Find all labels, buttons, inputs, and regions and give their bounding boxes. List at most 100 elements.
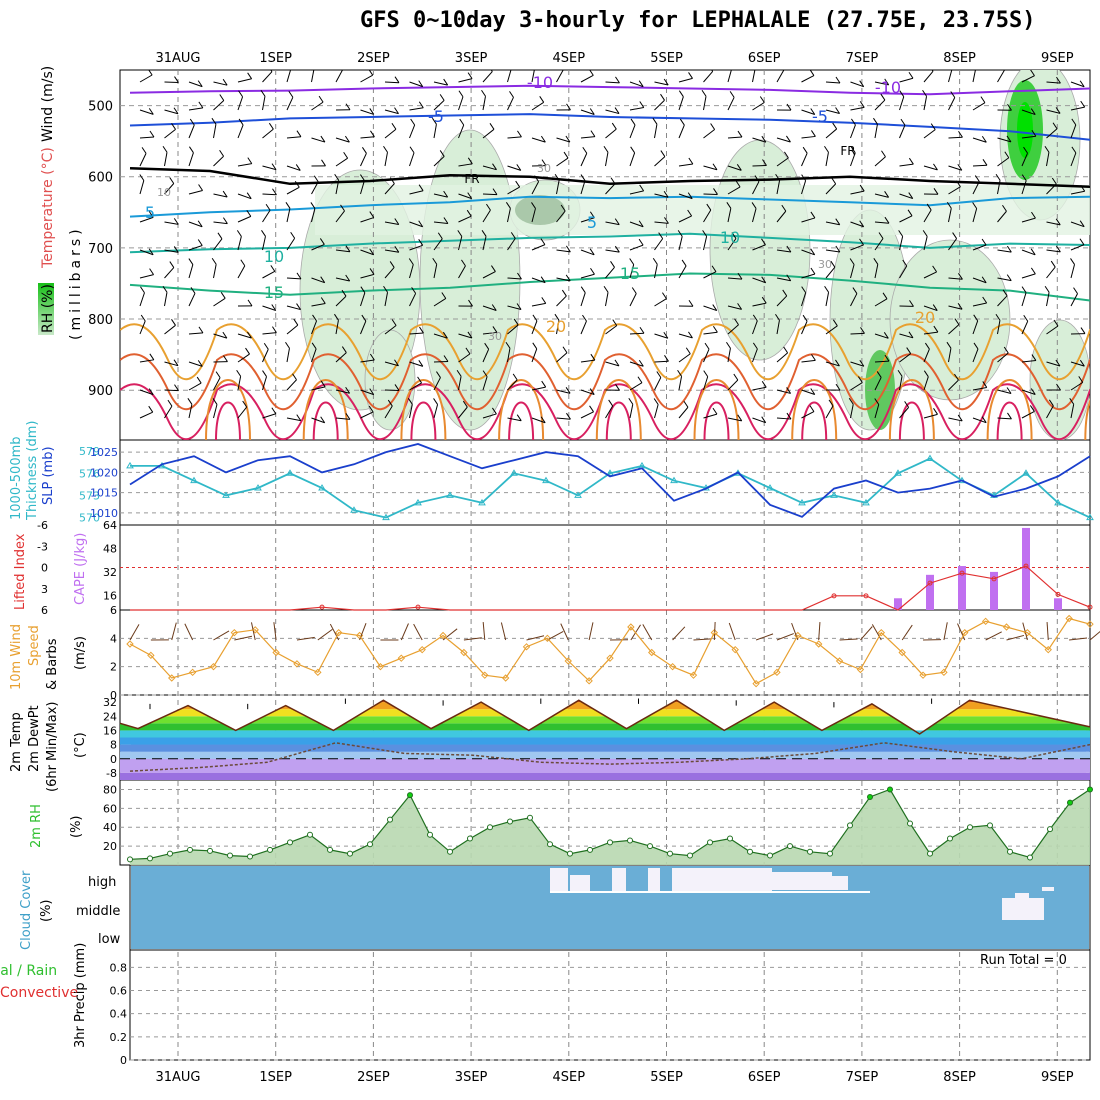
wind-barb-flag xyxy=(418,360,424,367)
wind-barb xyxy=(825,128,837,139)
wind10m-barb xyxy=(693,638,712,641)
wind-barb xyxy=(850,332,865,335)
wind-barb xyxy=(874,221,889,224)
wind-barb-flag xyxy=(222,78,228,86)
wind-barb xyxy=(1046,128,1058,139)
wind-barb-flag xyxy=(954,318,960,325)
wind-barb-flag xyxy=(370,130,375,138)
wind-barb-flag xyxy=(713,188,718,195)
li-point xyxy=(1023,563,1029,569)
cloud-block xyxy=(672,868,772,892)
wind-barb xyxy=(874,81,889,86)
wind-barb-flag xyxy=(761,380,767,388)
wind-barb-flag xyxy=(589,211,595,219)
wind-barb-flag xyxy=(505,341,511,349)
wind-barb-flag xyxy=(802,146,808,154)
wind-barb-flag xyxy=(456,369,462,377)
wind-point xyxy=(648,648,656,657)
wind-barb-flag xyxy=(140,286,145,294)
wind-barb-flag xyxy=(786,135,791,143)
isotherm-label: 10 xyxy=(264,247,284,266)
isotherm--10 xyxy=(129,84,1090,96)
wind-barb-flag xyxy=(734,318,739,326)
wind-barb-flag xyxy=(786,412,792,420)
wind-barb-flag xyxy=(211,117,217,125)
wind-barb-flag xyxy=(902,259,908,267)
wind-barb-flag xyxy=(1071,146,1077,154)
wind-barb xyxy=(139,389,154,396)
wind-barb-flag xyxy=(908,331,914,339)
cape-tick: 64 xyxy=(103,519,117,532)
wind-barb xyxy=(972,244,987,251)
rh-point xyxy=(987,822,993,829)
date-label-top: 8SEP xyxy=(943,51,976,66)
wind-barb xyxy=(727,277,742,280)
wind-barb-flag xyxy=(1002,204,1007,212)
wind-barb-flag xyxy=(148,108,154,115)
isotherm-label: -10 xyxy=(875,78,901,97)
isotherm-lines xyxy=(120,84,1090,440)
wind-barb xyxy=(556,320,560,335)
wind-barb-flag xyxy=(1031,129,1037,137)
wind-barb-flag xyxy=(362,147,367,154)
wind-barb-flag xyxy=(432,117,437,125)
wind-barb xyxy=(384,152,388,167)
wind-barb-flag xyxy=(701,89,707,97)
wind-barb xyxy=(433,238,443,251)
wind-barb-flag xyxy=(933,408,938,415)
wind-barb-flag xyxy=(296,272,302,280)
diurnal-loop xyxy=(400,379,447,440)
wind-barb xyxy=(311,277,325,284)
wind-barb xyxy=(1021,410,1035,419)
wind-barb-flag xyxy=(660,93,665,101)
wind-ylabel-3: & Barbs xyxy=(45,638,60,690)
wind-barb-flag xyxy=(809,70,815,76)
wind-barb xyxy=(580,180,586,195)
wind-barb xyxy=(580,273,595,279)
wind-barb xyxy=(556,389,571,394)
wind-barb-flag xyxy=(981,276,987,284)
wind-barb-flag xyxy=(952,232,958,239)
wind-barb-flag xyxy=(1055,359,1061,367)
wind-barb xyxy=(850,404,854,419)
wind-barb xyxy=(899,124,906,139)
wind-barb-flag xyxy=(781,204,787,212)
wind-barb xyxy=(360,411,374,419)
wind-barb-flag xyxy=(369,248,375,256)
wind-barb-flag xyxy=(710,123,716,130)
wind-barb xyxy=(605,292,609,307)
rh-point xyxy=(787,843,793,850)
wind-barb-flag xyxy=(775,313,780,321)
temp-tick: -8 xyxy=(106,767,117,780)
cloud-block xyxy=(612,868,626,892)
wind-barb xyxy=(384,81,400,84)
temp-ylabel-3: (6hr Min/Max) xyxy=(45,702,60,792)
wind-barb-flag xyxy=(752,342,758,350)
wind-barb xyxy=(580,292,586,307)
wind-barb-flag xyxy=(737,303,743,310)
wind-barb xyxy=(531,386,546,391)
pressure-tick: 600 xyxy=(88,171,113,186)
wind-barb xyxy=(286,348,290,363)
wind-barb-flag xyxy=(681,259,687,267)
wind-barb xyxy=(237,236,242,251)
wind-barb xyxy=(1070,152,1077,167)
wind-barb-flag xyxy=(1056,383,1061,391)
wind-barb-flag xyxy=(663,78,669,86)
wind-barb-flag xyxy=(443,190,449,198)
wind-barb xyxy=(164,81,179,84)
wind-barb-flag xyxy=(1006,245,1012,253)
wind-barb xyxy=(752,277,766,284)
wind-barb xyxy=(360,320,367,335)
wind-barb-flag xyxy=(437,232,443,240)
wind-point xyxy=(898,648,906,657)
wind-barb-flag xyxy=(1023,314,1029,322)
wind-barb xyxy=(237,376,242,391)
wind-barb xyxy=(1070,81,1085,88)
wind-barb xyxy=(629,404,634,419)
wind-barb xyxy=(703,236,708,251)
wind-barb xyxy=(139,136,154,139)
wind-barb-flag xyxy=(1004,70,1005,71)
wind-barb xyxy=(825,266,836,279)
wind-barb-flag xyxy=(731,232,737,239)
